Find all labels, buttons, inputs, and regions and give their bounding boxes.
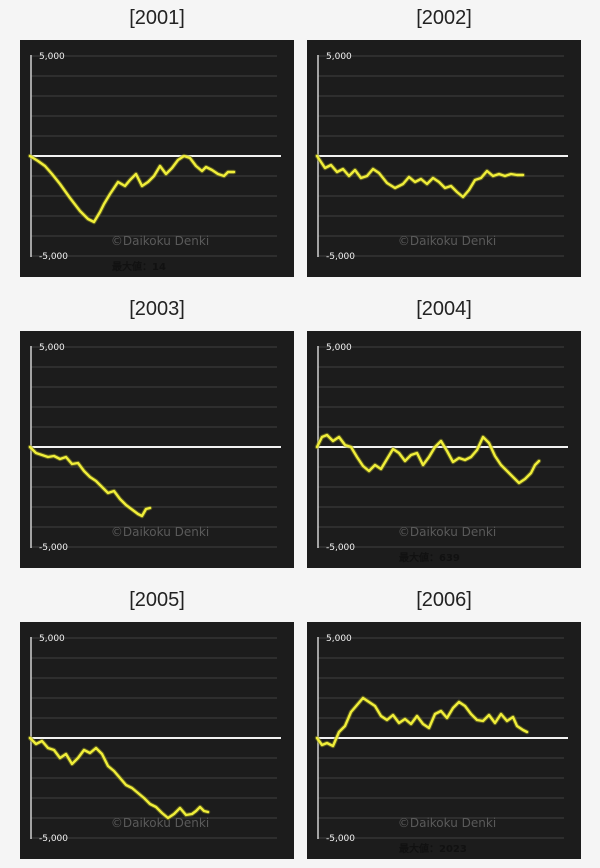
series-glow [27, 153, 237, 225]
y-max-label: 5,000 [326, 634, 352, 644]
slump-graph: 5,000 -5,000 ©Daikoku Denki [27, 343, 281, 553]
y-min-label: -5,000 [326, 543, 355, 553]
chart-title: [2003] [129, 298, 185, 320]
series-line [28, 445, 152, 518]
slump-graph: 5,000 -5,000 ©Daikoku Denki [27, 634, 281, 844]
slump-graph: 5,000 -5,000 ©Daikoku Denki [314, 52, 568, 262]
max-value-label: 最大値：14 [112, 260, 166, 273]
series-line [28, 154, 236, 224]
y-max-label: 5,000 [39, 634, 65, 644]
y-min-label: -5,000 [39, 543, 68, 553]
chart-panel: 5,000 -5,000 ©Daikoku Denki [307, 40, 581, 277]
chart-panel: 5,000 -5,000 ©Daikoku Denki [20, 331, 294, 568]
max-value-label: 最大値：639 [399, 551, 460, 564]
y-min-label: -5,000 [39, 252, 68, 262]
chart-panel: 5,000 -5,000 ©Daikoku Denki 最大値：2023 [307, 622, 581, 859]
y-min-label: -5,000 [39, 834, 68, 844]
chart-title: [2005] [129, 589, 185, 611]
watermark: ©Daikoku Denki [398, 816, 496, 830]
watermark: ©Daikoku Denki [111, 234, 209, 248]
series-line [28, 736, 210, 820]
y-max-label: 5,000 [39, 52, 65, 62]
slump-graph: 5,000 -5,000 ©Daikoku Denki 最大値：14 [27, 52, 281, 273]
y-max-label: 5,000 [326, 52, 352, 62]
y-min-label: -5,000 [326, 834, 355, 844]
watermark: ©Daikoku Denki [398, 234, 496, 248]
chart-title: [2002] [416, 7, 472, 29]
chart-title: [2004] [416, 298, 472, 320]
chart-panel: 5,000 -5,000 ©Daikoku Denki 最大値：639 [307, 331, 581, 568]
series-line [315, 154, 525, 199]
slump-graph: 5,000 -5,000 ©Daikoku Denki 最大値：639 [314, 343, 568, 564]
chart-panel: 5,000 -5,000 ©Daikoku Denki [20, 622, 294, 859]
watermark: ©Daikoku Denki [111, 525, 209, 539]
max-value-label: 最大値：2023 [399, 842, 467, 855]
series-line [315, 696, 529, 748]
watermark: ©Daikoku Denki [111, 816, 209, 830]
y-max-label: 5,000 [326, 343, 352, 353]
chart-title: [2006] [416, 589, 472, 611]
y-min-label: -5,000 [326, 252, 355, 262]
chart-panel: 5,000 -5,000 ©Daikoku Denki 最大値：14 [20, 40, 294, 277]
slump-graph: 5,000 -5,000 ©Daikoku Denki 最大値：2023 [314, 634, 568, 855]
watermark: ©Daikoku Denki [398, 525, 496, 539]
series-line [315, 433, 541, 485]
chart-title: [2001] [129, 7, 185, 29]
y-max-label: 5,000 [39, 343, 65, 353]
